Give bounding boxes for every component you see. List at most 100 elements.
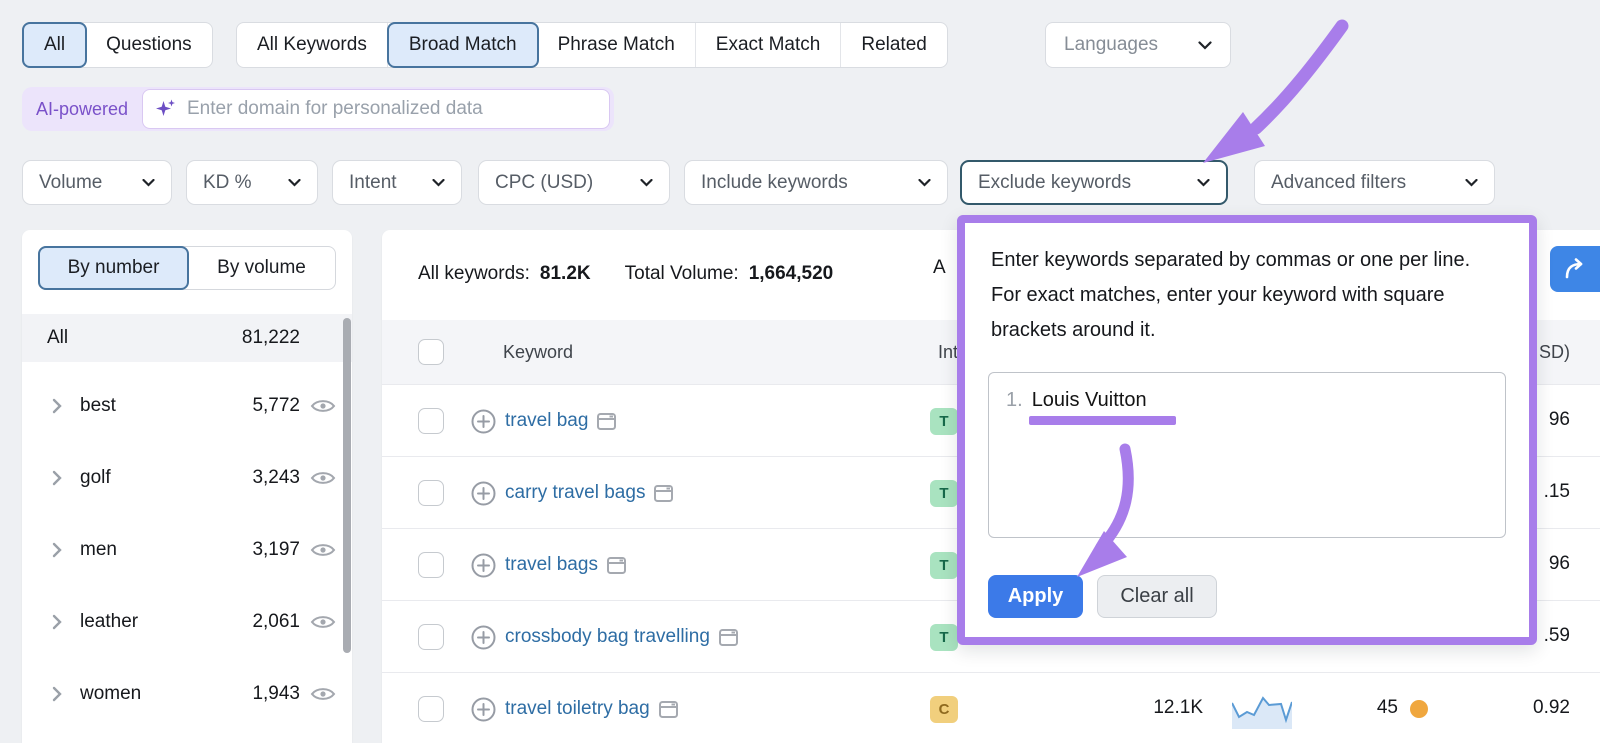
serp-preview-icon[interactable] [658, 700, 678, 718]
cpc-filter-label: CPC (USD) [495, 171, 594, 193]
table-row: travel toiletry bag C 12.1K 45 0.92 [382, 672, 1600, 743]
cpc-value: 0.92 [1533, 697, 1570, 718]
eye-icon[interactable] [310, 613, 336, 631]
group-count: 81,222 [241, 327, 300, 348]
intent-filter-dropdown[interactable]: Intent [332, 160, 462, 205]
serp-preview-icon[interactable] [606, 556, 626, 574]
group-row-best[interactable]: best 5,772 [22, 370, 352, 442]
clear-all-button[interactable]: Clear all [1097, 575, 1217, 618]
add-keyword-icon[interactable] [471, 481, 496, 506]
group-row-golf[interactable]: golf 3,243 [22, 442, 352, 514]
export-share-button[interactable] [1550, 246, 1600, 292]
add-keyword-icon[interactable] [471, 625, 496, 650]
keyword-link[interactable]: travel bags [505, 554, 598, 575]
keyword-link[interactable]: crossbody bag travelling [505, 626, 710, 647]
chevron-right-icon [52, 470, 62, 486]
advanced-filters-dropdown[interactable]: Advanced filters [1254, 160, 1495, 205]
group-row-leather[interactable]: leather 2,061 [22, 586, 352, 658]
serp-preview-icon[interactable] [654, 484, 674, 502]
toggle-by-volume[interactable]: By volume [188, 247, 335, 289]
group-row-men[interactable]: men 3,197 [22, 514, 352, 586]
cpc-filter-dropdown[interactable]: CPC (USD) [478, 160, 670, 205]
tab-all[interactable]: All [22, 22, 88, 68]
chevron-right-icon [52, 542, 62, 558]
tab-questions[interactable]: Questions [86, 23, 212, 67]
toggle-by-number[interactable]: By number [38, 246, 189, 290]
intent-letter: T [939, 557, 949, 574]
tab-all-label: All [44, 34, 66, 55]
chevron-down-icon [1198, 40, 1212, 50]
include-keywords-dropdown[interactable]: Include keywords [684, 160, 948, 205]
tab-related[interactable]: Related [841, 23, 947, 67]
row-checkbox[interactable] [418, 480, 444, 506]
exclude-keywords-dropdown[interactable]: Exclude keywords [960, 160, 1228, 205]
keyword-link[interactable]: travel toiletry bag [505, 698, 650, 719]
entry-keyword: Louis Vuitton [1031, 389, 1147, 411]
group-label: leather [80, 611, 139, 632]
tab-questions-label: Questions [106, 34, 192, 55]
row-checkbox[interactable] [418, 696, 444, 722]
row-checkbox[interactable] [418, 624, 444, 650]
domain-input-wrap[interactable] [142, 89, 610, 129]
tab-exact-match-label: Exact Match [715, 34, 821, 55]
intent-filter-label: Intent [349, 171, 397, 193]
eye-icon[interactable] [310, 541, 336, 559]
chevron-down-icon [288, 178, 301, 187]
volume-value: 12.1K [1153, 697, 1203, 718]
chevron-right-icon [52, 686, 62, 702]
row-checkbox[interactable] [418, 408, 444, 434]
intent-letter: T [939, 413, 949, 430]
tab-phrase-match[interactable]: Phrase Match [538, 23, 696, 67]
tab-broad-match[interactable]: Broad Match [386, 22, 539, 68]
exclude-keywords-textarea[interactable]: 1. Louis Vuitton [988, 372, 1506, 538]
keyword-link[interactable]: travel bag [505, 410, 589, 431]
intent-badge: T [930, 408, 958, 435]
group-count: 3,197 [252, 539, 300, 560]
select-all-checkbox[interactable] [418, 339, 444, 365]
trend-sparkline [1232, 696, 1292, 729]
domain-input[interactable] [187, 98, 597, 120]
row-checkbox[interactable] [418, 552, 444, 578]
group-sort-toggle: By number By volume [38, 246, 336, 290]
sidebar-scrollbar[interactable] [343, 318, 351, 653]
eye-icon[interactable] [310, 685, 336, 703]
keyword-entry-line: 1. Louis Vuitton [1006, 389, 1147, 412]
group-count: 2,061 [252, 611, 300, 632]
intent-badge: C [930, 696, 958, 723]
chevron-down-icon [142, 178, 155, 187]
add-keyword-icon[interactable] [471, 409, 496, 434]
apply-button[interactable]: Apply [988, 575, 1083, 618]
group-count: 5,772 [252, 395, 300, 416]
languages-dropdown[interactable]: Languages [1045, 22, 1231, 68]
tab-all-keywords[interactable]: All Keywords [237, 23, 388, 67]
ai-powered-bar: AI-powered [22, 87, 614, 131]
eye-icon[interactable] [310, 469, 336, 487]
tab-all-keywords-label: All Keywords [257, 34, 367, 55]
chevron-down-icon [432, 178, 445, 187]
group-row-all[interactable]: All 81,222 [22, 314, 352, 362]
add-keyword-icon[interactable] [471, 553, 496, 578]
tab-exact-match[interactable]: Exact Match [696, 23, 842, 67]
serp-preview-icon[interactable] [597, 412, 617, 430]
kd-filter-dropdown[interactable]: KD % [186, 160, 318, 205]
tab-related-label: Related [861, 34, 927, 55]
group-row-women[interactable]: women 1,943 [22, 658, 352, 730]
keyword-groups-sidebar: By number By volume All 81,222 best 5,77… [22, 230, 352, 743]
clipped-summary-stat: A [933, 257, 946, 278]
group-label: men [80, 539, 117, 560]
total-volume-label: Total Volume: [624, 263, 739, 284]
eye-icon[interactable] [310, 397, 336, 415]
intent-letter: C [938, 701, 950, 718]
group-label: golf [80, 467, 111, 488]
share-arrow-icon [1565, 258, 1583, 279]
chevron-down-icon [640, 178, 653, 187]
add-keyword-icon[interactable] [471, 697, 496, 722]
keyword-link[interactable]: carry travel bags [505, 482, 646, 503]
cpc-value-partial: 96 [1548, 409, 1570, 430]
chevron-right-icon [52, 614, 62, 630]
scope-tab-group: All Questions [22, 22, 213, 68]
volume-filter-dropdown[interactable]: Volume [22, 160, 172, 205]
group-count: 3,243 [252, 467, 300, 488]
serp-preview-icon[interactable] [718, 628, 738, 646]
